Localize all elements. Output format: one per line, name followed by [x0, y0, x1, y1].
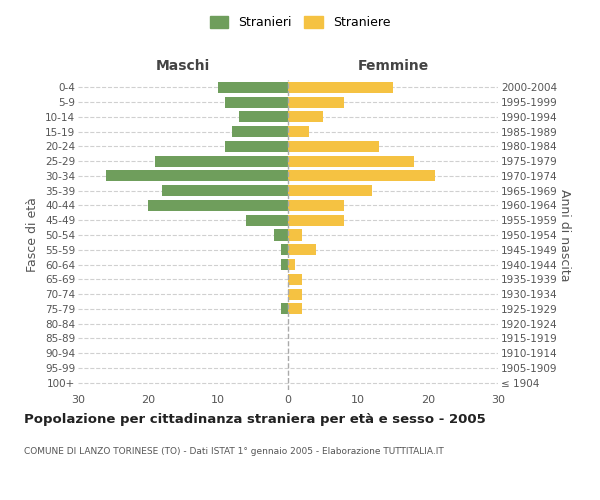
Bar [288, 214, 344, 226]
Text: Maschi: Maschi [156, 58, 210, 72]
Bar [281, 259, 288, 270]
Bar [288, 185, 372, 196]
Bar [288, 244, 316, 256]
Bar [288, 288, 302, 300]
Bar [288, 304, 302, 314]
Bar [288, 274, 302, 285]
Bar [288, 230, 302, 240]
Text: Femmine: Femmine [358, 58, 428, 72]
Bar [288, 112, 323, 122]
Bar [162, 185, 288, 196]
Y-axis label: Fasce di età: Fasce di età [26, 198, 40, 272]
Text: COMUNE DI LANZO TORINESE (TO) - Dati ISTAT 1° gennaio 2005 - Elaborazione TUTTIT: COMUNE DI LANZO TORINESE (TO) - Dati IST… [24, 448, 444, 456]
Bar [274, 230, 288, 240]
Bar [218, 82, 288, 93]
Bar [148, 200, 288, 211]
Bar [281, 304, 288, 314]
Legend: Stranieri, Straniere: Stranieri, Straniere [205, 11, 395, 34]
Bar [288, 170, 435, 181]
Bar [246, 214, 288, 226]
Bar [239, 112, 288, 122]
Bar [225, 141, 288, 152]
Bar [288, 259, 295, 270]
Bar [288, 96, 344, 108]
Text: Popolazione per cittadinanza straniera per età e sesso - 2005: Popolazione per cittadinanza straniera p… [24, 412, 486, 426]
Bar [225, 96, 288, 108]
Bar [232, 126, 288, 137]
Bar [288, 82, 393, 93]
Bar [288, 126, 309, 137]
Y-axis label: Anni di nascita: Anni di nascita [559, 188, 571, 281]
Bar [155, 156, 288, 166]
Bar [288, 200, 344, 211]
Bar [288, 156, 414, 166]
Bar [106, 170, 288, 181]
Bar [281, 244, 288, 256]
Bar [288, 141, 379, 152]
